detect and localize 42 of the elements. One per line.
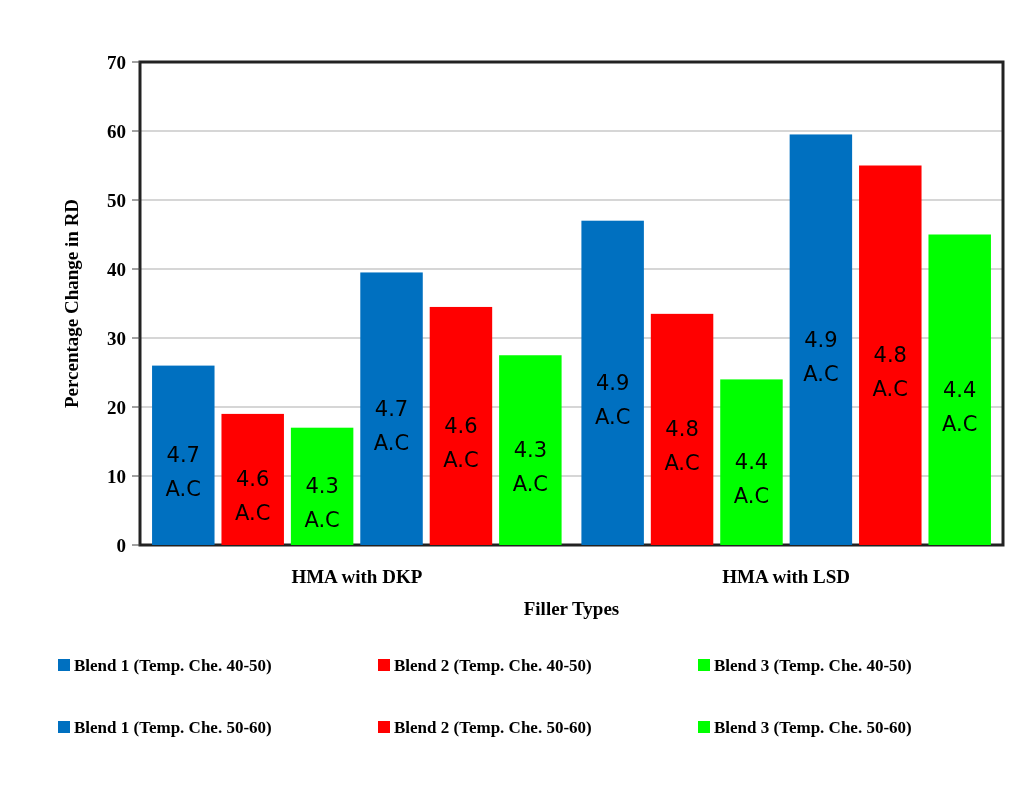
annotation: 4.8 A.C [664, 417, 700, 476]
annotation: 4.4 A.C [733, 450, 770, 509]
legend-label: Blend 1 (Temp. Che. 40-50) [74, 655, 272, 675]
annotation: 4.9 A.C [594, 370, 631, 429]
legend-label: Blend 1 (Temp. Che. 50-60) [74, 717, 272, 737]
y-tick-label: 30 [107, 327, 126, 349]
annotation: 4.6 A.C [443, 413, 479, 472]
bar [789, 134, 853, 545]
y-axis-title: Percentage Change in RD [61, 198, 82, 409]
bar [360, 272, 423, 545]
bar [152, 365, 215, 545]
x-tick-label: HMA with DKP [291, 566, 423, 587]
y-tick-label: 70 [107, 51, 126, 73]
bar [928, 234, 991, 545]
bar [221, 413, 284, 545]
annotation: 4.8 A.C [872, 343, 908, 402]
annotation: 4.9 A.C [803, 327, 839, 386]
annotation: 4.7 A.C [165, 443, 201, 502]
legend-label: Blend 3 (Temp. Che. 40-50) [714, 655, 912, 675]
annotation: 4.6 A.C [235, 467, 271, 526]
bar [720, 379, 783, 545]
legend-label: Blend 2 (Temp. Che. 40-50) [394, 655, 592, 675]
y-tick-label: 50 [107, 189, 126, 211]
y-tick-label: 0 [116, 534, 126, 556]
x-axis-title: Filler Types [523, 598, 620, 619]
legend-label: Blend 2 (Temp. Che. 50-60) [394, 717, 592, 737]
x-tick-label: HMA with LSD [722, 566, 851, 587]
annotation: 4.4 A.C [942, 377, 978, 436]
bar [290, 427, 354, 545]
y-tick-label: 40 [107, 258, 126, 280]
annotation: 4.3 A.C [304, 474, 340, 533]
bar [650, 313, 714, 545]
bar [429, 306, 493, 545]
bar [859, 165, 922, 545]
bar [499, 355, 562, 545]
y-tick-label: 60 [107, 120, 126, 142]
bar [581, 220, 644, 545]
y-tick-label: 20 [107, 396, 126, 418]
legend-label: Blend 3 (Temp. Che. 50-60) [714, 717, 912, 737]
y-tick-label: 10 [107, 465, 126, 487]
annotation: 4.7 A.C [373, 396, 410, 455]
annotation: 4.3 A.C [512, 438, 549, 497]
